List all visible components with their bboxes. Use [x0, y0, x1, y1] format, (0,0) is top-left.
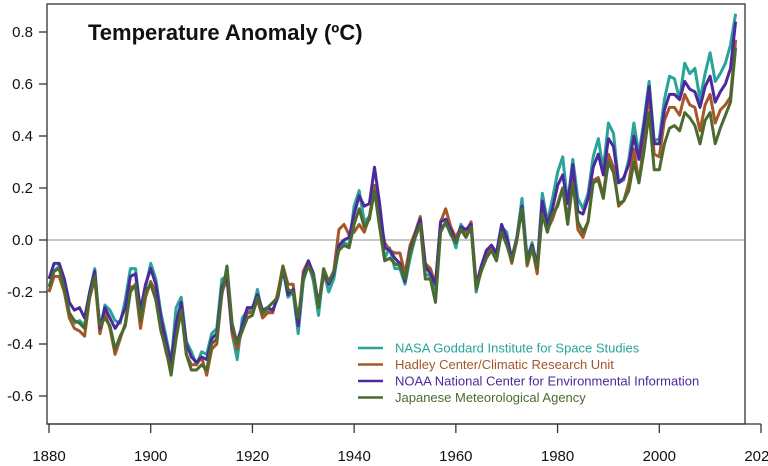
legend-label: Hadley Center/Climatic Research Unit — [395, 357, 614, 372]
x-tick-label: 1980 — [541, 448, 574, 465]
series-line-3 — [47, 47, 738, 377]
x-tick-label: 1880 — [32, 448, 65, 465]
x-tick-label: 1920 — [236, 448, 269, 465]
y-axis-ticks: 0.8 0.6 0.4 0.2 0.0 -0.2 -0.4 -0.6 — [7, 24, 47, 405]
y-tick-label: 0.2 — [12, 180, 33, 197]
y-tick-label: 0.0 — [12, 232, 33, 249]
y-tick-label: -0.4 — [7, 336, 33, 353]
x-tick-label: 1900 — [134, 448, 167, 465]
legend: NASA Goddard Institute for Space Studies… — [358, 341, 699, 405]
legend-label: NASA Goddard Institute for Space Studies — [395, 341, 640, 356]
series-line-1 — [47, 39, 738, 377]
series-line-2 — [47, 21, 738, 364]
y-tick-label: -0.2 — [7, 284, 33, 301]
x-tick-label: 1960 — [439, 448, 472, 465]
series-line-0 — [47, 13, 738, 367]
y-tick-label: 0.8 — [12, 24, 33, 41]
y-tick-label: -0.6 — [7, 388, 33, 405]
chart-title: Temperature Anomaly (ºC) — [88, 20, 363, 45]
x-tick-label: 2000 — [643, 448, 676, 465]
y-tick-label: 0.6 — [12, 76, 33, 93]
legend-label: Japanese Meteorological Agency — [395, 390, 586, 405]
y-tick-label: 0.4 — [12, 128, 33, 145]
series-layer — [47, 13, 738, 377]
legend-label: NOAA National Center for Environmental I… — [395, 374, 699, 389]
x-tick-label: 1940 — [337, 448, 370, 465]
